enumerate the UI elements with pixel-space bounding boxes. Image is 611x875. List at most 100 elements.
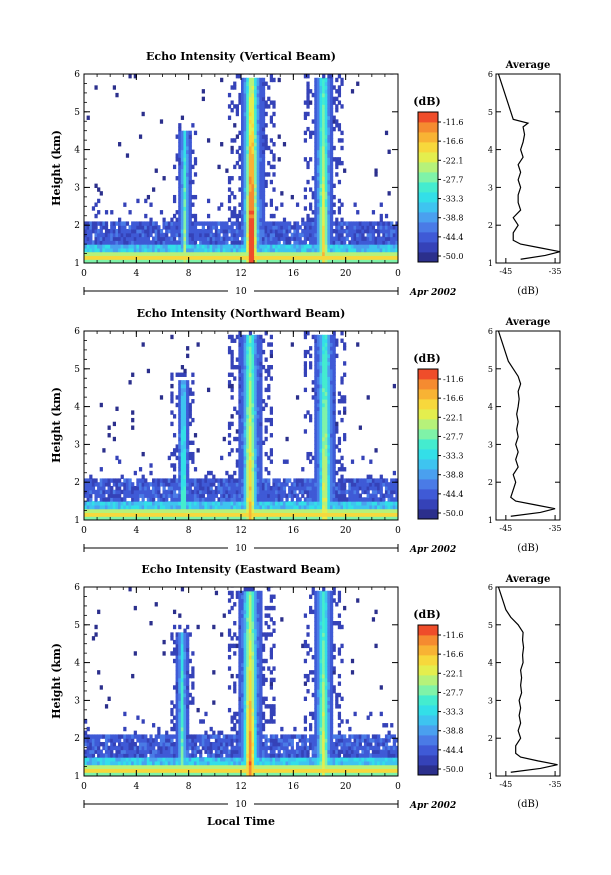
- heatmap-cell: [193, 232, 198, 238]
- heatmap-cell: [154, 489, 158, 495]
- heatmap-cell: [243, 247, 247, 253]
- heatmap-cell: [329, 240, 334, 245]
- heatmap-cell: [251, 153, 255, 158]
- heatmap-cell: [343, 346, 347, 351]
- heatmap-cell: [256, 444, 260, 449]
- heatmap-cell: [248, 100, 253, 105]
- heatmap-cell: [350, 232, 355, 238]
- heatmap-cell: [332, 255, 336, 260]
- heatmap-cell: [183, 387, 187, 393]
- heatmap-cell: [128, 478, 132, 483]
- heatmap-cell: [214, 228, 219, 234]
- heatmap-cell: [248, 164, 253, 170]
- heatmap-cell: [180, 451, 185, 457]
- heatmap-cell: [235, 448, 239, 453]
- heatmap-cell: [329, 92, 334, 98]
- heatmap-cell: [329, 485, 334, 491]
- heatmap-cell: [264, 251, 268, 257]
- heatmap-cell: [256, 463, 260, 468]
- heatmap-cell: [172, 259, 177, 263]
- heatmap-cell: [254, 493, 258, 498]
- heatmap-cell: [251, 259, 255, 263]
- heatmap-cell: [316, 444, 321, 449]
- heatmap-cell: [329, 202, 334, 207]
- heatmap-cell: [314, 157, 318, 162]
- heatmap-cell: [358, 485, 362, 491]
- heatmap-cell: [178, 433, 182, 438]
- heatmap-cell: [241, 429, 245, 434]
- heatmap-cell: [256, 255, 260, 260]
- heatmap-cell: [374, 489, 378, 495]
- heatmap-cell: [248, 247, 253, 253]
- heatmap-cell: [261, 172, 266, 177]
- heatmap-cell: [99, 191, 103, 196]
- heatmap-cell: [133, 244, 137, 249]
- heatmap-cell: [157, 244, 161, 249]
- heatmap-cell: [107, 478, 111, 483]
- heatmap-cell: [243, 221, 247, 226]
- heatmap-cell: [303, 115, 308, 120]
- heatmap-cell: [337, 206, 342, 211]
- heatmap-cell: [306, 451, 310, 457]
- heatmap-cell: [319, 168, 323, 173]
- heatmap-cell: [248, 259, 253, 263]
- heatmap-cell: [327, 342, 331, 347]
- heatmap-cell: [254, 516, 258, 520]
- heatmap-cell: [332, 429, 336, 434]
- heatmap-cell: [89, 247, 93, 253]
- heatmap-cell: [196, 255, 200, 260]
- heatmap-cell: [366, 482, 370, 487]
- heatmap-cell: [316, 436, 321, 442]
- heatmap-cell: [131, 247, 135, 253]
- heatmap-cell: [178, 255, 182, 260]
- heatmap-cell: [254, 368, 258, 374]
- heatmap-cell: [243, 179, 247, 185]
- heatmap-cell: [256, 240, 260, 245]
- heatmap-cell: [288, 251, 292, 257]
- heatmap-cell: [259, 232, 263, 238]
- heatmap-cell: [329, 164, 334, 170]
- heatmap-cell: [348, 512, 352, 517]
- heatmap-cell: [322, 153, 326, 158]
- heatmap-cell: [275, 251, 279, 257]
- heatmap-cell: [322, 157, 326, 162]
- heatmap-cell: [235, 74, 239, 79]
- heatmap-cell: [392, 228, 396, 234]
- heatmap-cell: [311, 259, 315, 263]
- heatmap-cell: [246, 485, 250, 491]
- heatmap-cell: [188, 387, 192, 393]
- heatmap-cell: [392, 240, 396, 245]
- heatmap-cell: [248, 365, 253, 370]
- heatmap-cell: [227, 187, 232, 192]
- heatmap-cell: [348, 497, 352, 502]
- heatmap-cell: [102, 512, 106, 517]
- heatmap-cell: [196, 221, 200, 226]
- heatmap-cell: [193, 493, 198, 498]
- heatmap-cell: [241, 221, 245, 226]
- heatmap-cell: [254, 96, 258, 102]
- heatmap-cell: [275, 236, 279, 241]
- heatmap-cell: [390, 504, 394, 510]
- heatmap-cell: [316, 145, 321, 151]
- heatmap-cell: [316, 365, 321, 370]
- heatmap-cell: [324, 478, 328, 483]
- heatmap-cell: [188, 244, 192, 249]
- heatmap-cell: [180, 145, 185, 151]
- heatmap-cell: [254, 448, 258, 453]
- heatmap-cell: [230, 255, 234, 260]
- heatmap-cell: [332, 508, 336, 514]
- heatmap-cell: [241, 436, 245, 442]
- heatmap-cell: [251, 380, 255, 385]
- heatmap-cell: [332, 444, 336, 449]
- heatmap-cell: [356, 255, 360, 260]
- heatmap-cell: [178, 123, 182, 128]
- heatmap-cell: [335, 421, 339, 427]
- heatmap-cell: [243, 232, 247, 238]
- heatmap-cell: [97, 240, 101, 245]
- heatmap-cell: [261, 153, 266, 158]
- heatmap-cell: [254, 240, 258, 245]
- heatmap-cell: [256, 96, 260, 102]
- heatmap-cell: [110, 247, 114, 253]
- heatmap-cell: [259, 168, 263, 173]
- heatmap-cell: [332, 474, 336, 480]
